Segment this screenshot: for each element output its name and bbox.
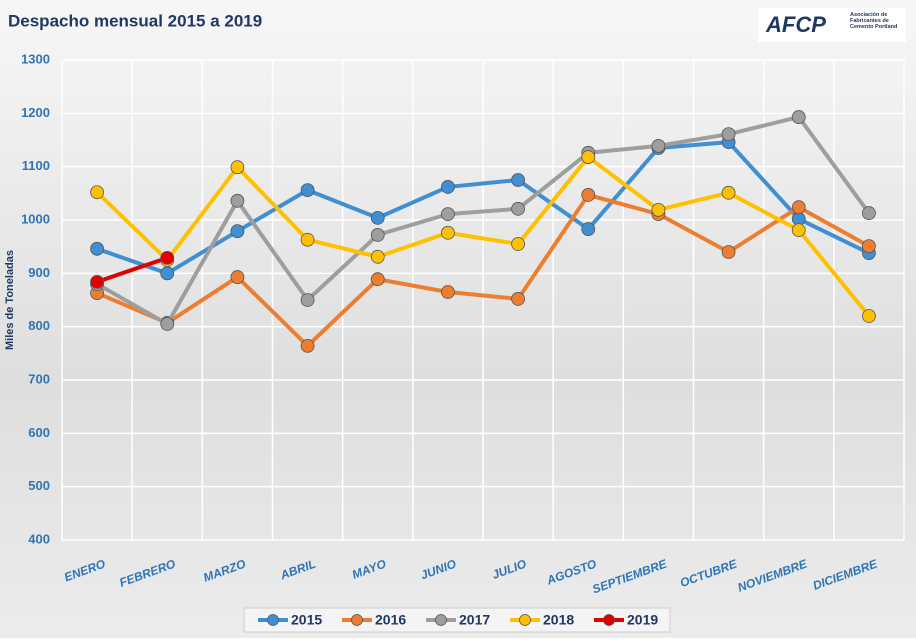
point xyxy=(791,223,806,238)
point xyxy=(300,338,315,353)
legend-marker xyxy=(267,614,279,626)
point xyxy=(441,180,455,194)
legend-label: 2019 xyxy=(627,612,658,628)
y-tick-label: 1300 xyxy=(21,51,50,66)
point xyxy=(441,285,455,299)
logo-subtitle: Asociación de Fabricantes de Cemento Por… xyxy=(850,12,898,30)
point xyxy=(511,201,525,216)
point xyxy=(230,160,245,175)
y-tick-label: 1100 xyxy=(22,158,50,173)
point xyxy=(581,222,596,236)
point xyxy=(791,110,806,124)
point xyxy=(300,232,315,247)
point xyxy=(90,274,104,289)
y-tick-label: 400 xyxy=(28,531,50,546)
point xyxy=(160,266,175,281)
point xyxy=(511,173,525,187)
logo-name: AFCP xyxy=(765,12,826,37)
y-tick-label: 700 xyxy=(28,371,50,386)
series-line xyxy=(96,140,870,276)
legend-marker xyxy=(435,614,447,626)
y-tick-label: 1000 xyxy=(21,211,50,226)
point xyxy=(370,228,385,242)
series-line xyxy=(96,255,168,284)
y-tick-label: 900 xyxy=(28,265,50,280)
point xyxy=(581,188,596,202)
point xyxy=(862,309,876,323)
point xyxy=(862,239,876,254)
point xyxy=(370,210,385,225)
y-tick-label: 600 xyxy=(28,425,50,440)
series-line xyxy=(96,115,871,326)
point xyxy=(230,224,245,239)
legend-marker xyxy=(603,614,615,626)
y-tick-label: 500 xyxy=(28,478,50,493)
point xyxy=(230,270,245,284)
logo-box xyxy=(758,8,906,42)
point xyxy=(160,250,175,265)
point xyxy=(230,193,245,208)
y-axis-label: Miles de Toneladas xyxy=(4,250,16,350)
logo-subtitle-box: Asociación de Fabricantes de Cemento Por… xyxy=(850,12,898,30)
point xyxy=(721,245,736,259)
series-line xyxy=(96,192,870,348)
legend-marker xyxy=(351,614,363,626)
chart-title: Despacho mensual 2015 a 2019 xyxy=(8,11,262,30)
y-tick-label: 800 xyxy=(28,318,50,333)
point xyxy=(90,241,104,256)
series-line xyxy=(95,155,871,318)
legend-label: 2017 xyxy=(459,612,490,628)
point xyxy=(511,237,525,251)
point xyxy=(511,292,525,306)
point xyxy=(721,185,736,200)
legend-label: 2016 xyxy=(375,612,406,628)
point xyxy=(862,206,876,220)
point xyxy=(160,317,175,331)
point xyxy=(581,150,596,164)
point xyxy=(791,200,806,215)
point xyxy=(300,293,315,307)
point xyxy=(370,272,385,287)
point xyxy=(721,127,736,142)
point xyxy=(300,183,315,198)
point xyxy=(90,185,104,200)
legend-label: 2018 xyxy=(543,612,574,628)
point xyxy=(441,207,455,222)
legend-label: 2015 xyxy=(291,612,322,628)
y-tick-label: 1200 xyxy=(21,105,50,120)
point xyxy=(651,202,666,217)
legend-marker xyxy=(519,614,531,626)
point xyxy=(441,225,455,240)
point xyxy=(370,249,385,264)
point xyxy=(651,138,666,153)
